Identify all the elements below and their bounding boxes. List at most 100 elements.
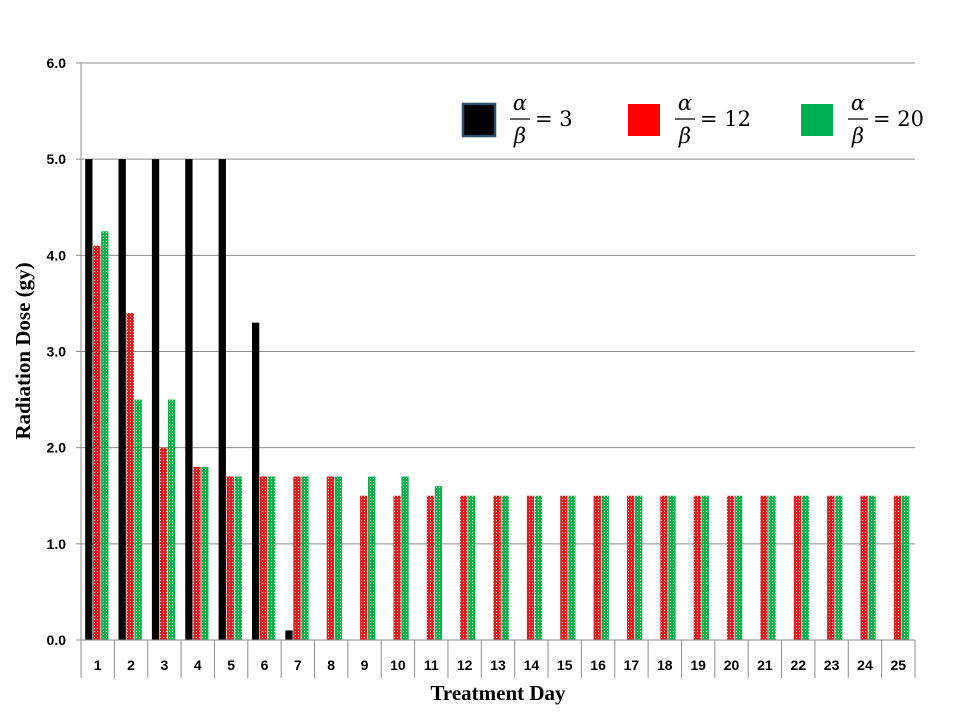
bar xyxy=(760,495,768,640)
legend-swatch xyxy=(461,102,497,138)
bar xyxy=(801,495,810,640)
bar xyxy=(460,495,468,640)
bar xyxy=(827,495,835,640)
x-axis-title: Treatment Day xyxy=(430,681,566,705)
y-tick-label: 3.0 xyxy=(47,344,67,360)
y-tick-label: 4.0 xyxy=(47,247,67,263)
bar xyxy=(126,313,134,640)
x-tick-label: 20 xyxy=(724,657,740,673)
bar xyxy=(727,495,735,640)
bar xyxy=(151,159,160,640)
legend-beta: β xyxy=(678,124,691,148)
bar xyxy=(426,495,435,640)
x-tick-label: 15 xyxy=(557,657,573,673)
bar xyxy=(893,495,902,640)
bar xyxy=(534,495,543,640)
x-tick-label: 6 xyxy=(261,657,269,673)
bar xyxy=(668,495,676,640)
legend-entry: αβ = 12 xyxy=(628,91,751,148)
bar xyxy=(868,495,876,640)
x-tick-label: 4 xyxy=(194,657,202,673)
x-tick-label: 16 xyxy=(590,657,606,673)
legend-beta: β xyxy=(851,124,864,148)
legend-swatch xyxy=(801,104,833,136)
bar xyxy=(85,159,93,640)
legend-entry: αβ = 3 xyxy=(461,91,573,148)
bar xyxy=(568,495,576,640)
legend-value: = 12 xyxy=(700,107,751,131)
legend-value: = 20 xyxy=(873,107,924,131)
bar xyxy=(501,495,509,640)
bar xyxy=(267,476,276,640)
bar xyxy=(360,495,368,640)
bar xyxy=(334,476,342,640)
bar xyxy=(493,495,501,640)
x-tick-label: 13 xyxy=(490,657,506,673)
bar xyxy=(285,630,293,640)
legend-value: = 3 xyxy=(535,107,573,131)
x-tick-label: 2 xyxy=(127,657,135,673)
bar xyxy=(660,495,668,640)
bar xyxy=(626,495,635,640)
x-tick-label: 11 xyxy=(424,657,439,673)
bar xyxy=(901,495,910,640)
y-tick-label: 1.0 xyxy=(47,536,67,552)
bar xyxy=(368,476,376,640)
legend-swatch xyxy=(628,104,660,136)
bar xyxy=(159,447,168,640)
bar xyxy=(301,476,309,640)
x-tick-label: 5 xyxy=(227,657,235,673)
bar xyxy=(134,399,142,640)
x-tick-label: 19 xyxy=(690,657,706,673)
bars xyxy=(85,159,910,640)
bar xyxy=(251,322,260,640)
x-tick-label: 10 xyxy=(390,657,406,673)
bar xyxy=(634,495,643,640)
bar xyxy=(259,476,268,640)
bar xyxy=(526,495,535,640)
x-tick-label: 8 xyxy=(327,657,335,673)
bar xyxy=(201,466,209,640)
x-tick-label: 14 xyxy=(524,657,540,673)
x-tick-label: 23 xyxy=(824,657,840,673)
bar xyxy=(167,399,176,640)
y-tick-label: 2.0 xyxy=(47,440,67,456)
bar xyxy=(118,159,126,640)
bar xyxy=(860,495,868,640)
bar xyxy=(768,495,776,640)
y-tick-label: 5.0 xyxy=(47,151,67,167)
x-tick-label: 18 xyxy=(657,657,673,673)
axes xyxy=(80,63,916,678)
bar xyxy=(326,476,334,640)
x-tick-label: 24 xyxy=(857,657,873,673)
bar xyxy=(393,495,401,640)
x-tick-label: 7 xyxy=(294,657,302,673)
bar xyxy=(793,495,802,640)
legend-beta: β xyxy=(513,124,526,148)
bar xyxy=(218,159,226,640)
bar xyxy=(434,486,443,640)
bar xyxy=(835,495,843,640)
bar xyxy=(226,476,234,640)
legend-entry: αβ = 20 xyxy=(801,91,924,148)
legend-alpha: α xyxy=(513,91,527,115)
bar xyxy=(293,476,301,640)
bar xyxy=(185,159,193,640)
x-tick-label: 12 xyxy=(457,657,473,673)
x-tick-label: 21 xyxy=(757,657,773,673)
legend-alpha: α xyxy=(851,91,865,115)
y-tick-label: 6.0 xyxy=(47,55,67,71)
bar xyxy=(101,231,109,640)
x-tick-label: 17 xyxy=(624,657,640,673)
bar xyxy=(193,466,201,640)
y-axis-title: Radiation Dose (gy) xyxy=(11,262,35,439)
bar xyxy=(93,245,101,640)
legend-alpha: α xyxy=(678,91,692,115)
x-tick-label: 3 xyxy=(161,657,169,673)
bar xyxy=(468,495,476,640)
bar xyxy=(234,476,242,640)
y-tick-label: 0.0 xyxy=(47,632,67,648)
bar xyxy=(693,495,701,640)
